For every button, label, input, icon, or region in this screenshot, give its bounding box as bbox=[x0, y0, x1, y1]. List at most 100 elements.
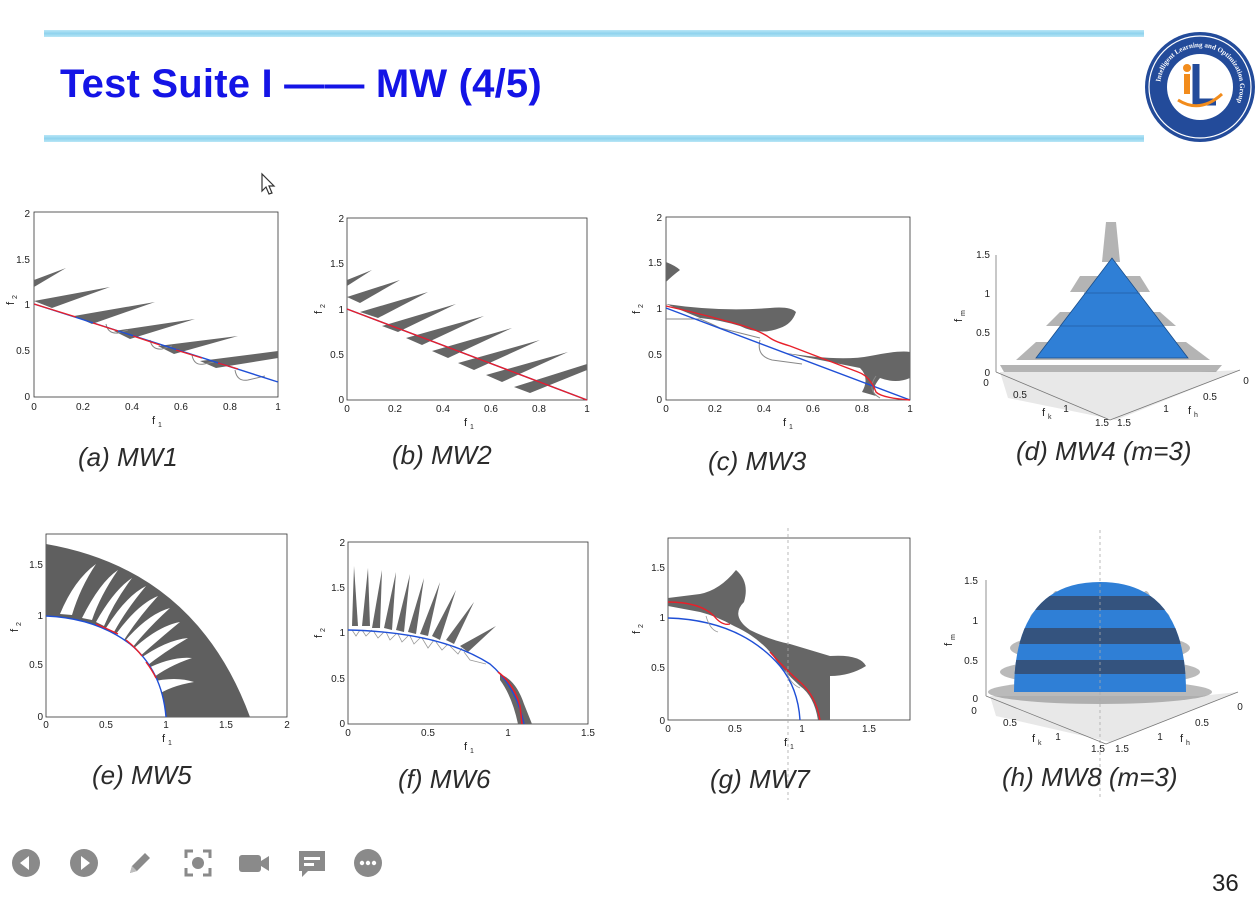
svg-text:1.5: 1.5 bbox=[219, 720, 233, 731]
svg-text:1: 1 bbox=[163, 720, 169, 731]
prev-slide-button[interactable] bbox=[8, 845, 44, 881]
svg-text:2: 2 bbox=[16, 622, 23, 626]
mouse-cursor-icon bbox=[261, 172, 276, 195]
svg-text:0.5: 0.5 bbox=[964, 656, 978, 667]
svg-text:1.5: 1.5 bbox=[862, 724, 876, 735]
svg-text:1.5: 1.5 bbox=[1095, 418, 1109, 429]
svg-text:f: f bbox=[152, 415, 156, 427]
svg-text:1: 1 bbox=[972, 616, 978, 627]
chevron-right-icon bbox=[70, 849, 98, 877]
svg-text:0.8: 0.8 bbox=[223, 402, 237, 413]
svg-text:m: m bbox=[960, 310, 967, 316]
next-slide-button[interactable] bbox=[66, 845, 102, 881]
svg-text:2: 2 bbox=[638, 624, 645, 628]
svg-text:f: f bbox=[1042, 407, 1046, 419]
caption-mw5: (e) MW5 bbox=[92, 760, 192, 790]
caption-mw1: (a) MW1 bbox=[78, 442, 178, 472]
svg-text:0.4: 0.4 bbox=[757, 404, 771, 415]
svg-text:0.5: 0.5 bbox=[728, 724, 742, 735]
svg-text:0.5: 0.5 bbox=[330, 350, 344, 361]
video-button[interactable] bbox=[236, 845, 272, 881]
svg-text:0.5: 0.5 bbox=[648, 350, 662, 361]
svg-text:0: 0 bbox=[37, 712, 43, 723]
screen-capture-button[interactable] bbox=[180, 845, 216, 881]
svg-text:1.5: 1.5 bbox=[330, 259, 344, 270]
svg-text:f: f bbox=[1188, 405, 1192, 417]
svg-text:0.5: 0.5 bbox=[1203, 392, 1217, 403]
svg-text:0.8: 0.8 bbox=[855, 404, 869, 415]
svg-text:h: h bbox=[1194, 412, 1198, 419]
svg-text:1.5: 1.5 bbox=[648, 258, 662, 269]
svg-text:1.5: 1.5 bbox=[581, 728, 595, 739]
svg-text:2: 2 bbox=[339, 538, 345, 549]
svg-text:1: 1 bbox=[37, 611, 43, 622]
svg-text:0.2: 0.2 bbox=[708, 404, 722, 415]
svg-text:0.8: 0.8 bbox=[532, 404, 546, 415]
svg-text:1.5: 1.5 bbox=[16, 255, 30, 266]
pen-tool-button[interactable] bbox=[122, 845, 158, 881]
svg-text:0.5: 0.5 bbox=[1195, 718, 1209, 729]
svg-text:0: 0 bbox=[659, 716, 665, 727]
svg-text:0: 0 bbox=[24, 392, 30, 403]
svg-text:0.4: 0.4 bbox=[125, 402, 139, 413]
svg-text:0.5: 0.5 bbox=[99, 720, 113, 731]
svg-text:0: 0 bbox=[983, 378, 989, 389]
svg-text:0: 0 bbox=[339, 719, 345, 730]
svg-text:f: f bbox=[1032, 733, 1036, 745]
caption-mw7: (g) MW7 bbox=[710, 764, 810, 794]
svg-text:2: 2 bbox=[12, 295, 19, 299]
caption-mw6: (f) MW6 bbox=[398, 764, 491, 794]
svg-text:k: k bbox=[1048, 414, 1052, 421]
svg-text:0: 0 bbox=[345, 728, 351, 739]
svg-text:f: f bbox=[631, 630, 643, 634]
svg-text:0: 0 bbox=[984, 368, 990, 379]
svg-text:1: 1 bbox=[907, 404, 913, 415]
page-number: 36 bbox=[1212, 870, 1239, 897]
svg-text:1.5: 1.5 bbox=[1115, 744, 1129, 755]
svg-text:0: 0 bbox=[663, 404, 669, 415]
svg-text:1: 1 bbox=[158, 422, 162, 429]
svg-text:2: 2 bbox=[338, 214, 344, 225]
svg-text:1.5: 1.5 bbox=[964, 576, 978, 587]
svg-text:1: 1 bbox=[984, 289, 990, 300]
svg-text:f: f bbox=[464, 741, 468, 753]
svg-text:1: 1 bbox=[338, 305, 344, 316]
svg-text:0: 0 bbox=[344, 404, 350, 415]
svg-text:0.5: 0.5 bbox=[651, 663, 665, 674]
svg-text:1: 1 bbox=[659, 613, 665, 624]
svg-text:1: 1 bbox=[789, 424, 793, 431]
svg-text:0: 0 bbox=[665, 724, 671, 735]
svg-text:0: 0 bbox=[1237, 702, 1243, 713]
svg-text:1: 1 bbox=[656, 304, 662, 315]
svg-text:1: 1 bbox=[24, 300, 30, 311]
svg-text:f: f bbox=[464, 417, 468, 429]
svg-text:0.5: 0.5 bbox=[16, 346, 30, 357]
svg-text:0: 0 bbox=[972, 694, 978, 705]
svg-text:0.6: 0.6 bbox=[806, 404, 820, 415]
svg-text:f: f bbox=[631, 310, 643, 314]
svg-text:2: 2 bbox=[656, 213, 662, 224]
bottom-accent-bar bbox=[44, 135, 1144, 142]
svg-text:f: f bbox=[9, 628, 21, 632]
chat-button[interactable] bbox=[294, 845, 330, 881]
svg-text:1: 1 bbox=[584, 404, 590, 415]
svg-text:h: h bbox=[1186, 740, 1190, 747]
camera-icon bbox=[239, 855, 269, 872]
svg-text:0.2: 0.2 bbox=[388, 404, 402, 415]
svg-text:f: f bbox=[953, 318, 965, 322]
svg-text:1: 1 bbox=[339, 628, 345, 639]
svg-text:1: 1 bbox=[799, 724, 805, 735]
svg-text:0.6: 0.6 bbox=[174, 402, 188, 413]
svg-text:1: 1 bbox=[168, 740, 172, 747]
svg-text:f: f bbox=[784, 737, 788, 749]
more-options-button[interactable] bbox=[350, 845, 386, 881]
svg-text:1.5: 1.5 bbox=[331, 583, 345, 594]
caption-mw8: (h) MW8 (m=3) bbox=[1002, 762, 1178, 792]
more-icon bbox=[354, 849, 382, 877]
pencil-icon bbox=[130, 853, 150, 873]
